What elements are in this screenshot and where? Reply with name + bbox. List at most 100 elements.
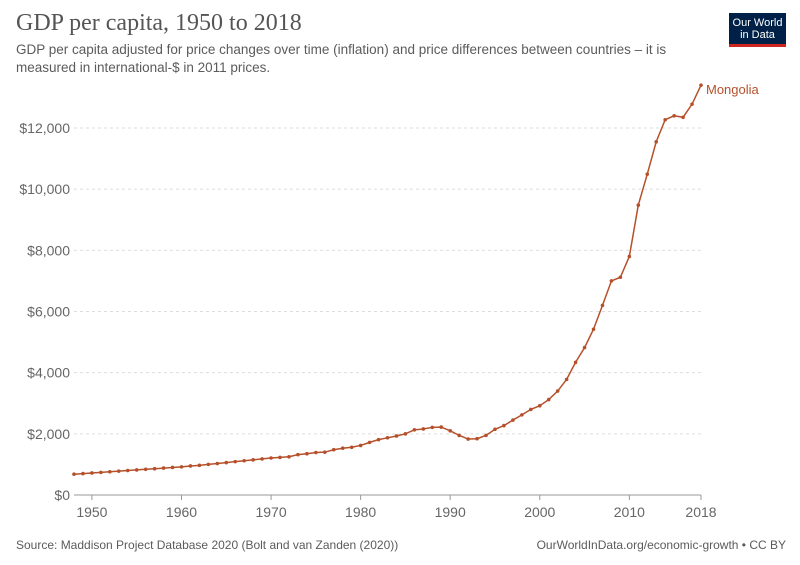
data-point[interactable]: [672, 113, 676, 118]
data-point[interactable]: [439, 425, 444, 429]
data-point[interactable]: [134, 468, 139, 472]
data-point[interactable]: [627, 254, 632, 259]
data-point[interactable]: [493, 427, 497, 432]
data-point[interactable]: [600, 303, 605, 308]
data-point[interactable]: [618, 275, 623, 280]
data-point[interactable]: [233, 459, 238, 464]
x-axis: 1950 1960 1970 1980 1990 2000 2010 2018: [74, 494, 717, 520]
data-point[interactable]: [269, 456, 273, 460]
data-point[interactable]: [636, 203, 641, 207]
data-point[interactable]: [412, 428, 417, 432]
data-point[interactable]: [475, 436, 479, 441]
data-point[interactable]: [72, 472, 76, 477]
data-point[interactable]: [484, 433, 488, 438]
x-tick-label: 1970: [255, 504, 286, 520]
data-point[interactable]: [537, 403, 542, 408]
data-point[interactable]: [690, 102, 694, 106]
y-tick-label: $0: [54, 487, 70, 503]
data-point[interactable]: [520, 413, 524, 417]
data-point[interactable]: [224, 460, 229, 465]
data-point[interactable]: [681, 115, 685, 120]
data-point[interactable]: [287, 454, 291, 459]
data-point[interactable]: [260, 457, 264, 461]
x-tick-label: 2010: [614, 504, 645, 520]
data-point[interactable]: [466, 437, 470, 441]
data-point[interactable]: [502, 423, 506, 428]
data-point[interactable]: [188, 464, 193, 468]
y-tick-label: $4,000: [27, 365, 70, 381]
data-point[interactable]: [197, 463, 202, 468]
data-point[interactable]: [457, 433, 461, 438]
data-point[interactable]: [349, 445, 354, 450]
x-tick-label: 1990: [435, 504, 466, 520]
data-point[interactable]: [394, 434, 399, 438]
data-point[interactable]: [278, 455, 282, 460]
data-point[interactable]: [152, 466, 157, 471]
data-point[interactable]: [529, 407, 533, 412]
data-point[interactable]: [116, 469, 121, 473]
data-point[interactable]: [215, 461, 220, 466]
data-point[interactable]: [546, 397, 551, 402]
logo-line-2: in Data: [740, 29, 775, 41]
x-tick-label: 2018: [685, 504, 716, 520]
data-point[interactable]: [376, 437, 381, 442]
y-tick-label: $12,000: [19, 120, 70, 136]
data-point[interactable]: [340, 446, 345, 451]
data-point[interactable]: [699, 83, 703, 87]
data-point[interactable]: [385, 436, 390, 440]
data-point[interactable]: [99, 470, 103, 475]
data-point[interactable]: [573, 360, 578, 365]
x-tick-label: 1960: [166, 504, 197, 520]
data-point[interactable]: [609, 279, 614, 283]
data-point[interactable]: [125, 468, 130, 473]
data-point[interactable]: [367, 440, 372, 445]
y-tick-label: $6,000: [27, 304, 70, 320]
logo-line-1: Our World: [732, 17, 783, 29]
data-point[interactable]: [251, 458, 255, 462]
data-point[interactable]: [582, 345, 587, 350]
y-tick-label: $2,000: [27, 426, 70, 442]
x-tick-label: 2000: [524, 504, 555, 520]
data-point[interactable]: [421, 427, 426, 431]
x-tick-label: 1980: [345, 504, 376, 520]
y-tick-label: $10,000: [19, 181, 70, 197]
data-point[interactable]: [206, 462, 211, 467]
data-point[interactable]: [358, 443, 363, 448]
data-point[interactable]: [564, 377, 569, 382]
data-point[interactable]: [403, 432, 408, 436]
data-point[interactable]: [448, 428, 453, 433]
data-point[interactable]: [654, 139, 659, 144]
footer-link[interactable]: OurWorldInData.org/economic-growth • CC …: [536, 538, 786, 552]
data-point[interactable]: [555, 389, 560, 393]
data-point[interactable]: [314, 450, 318, 455]
data-point[interactable]: [143, 467, 148, 472]
y-tick-label: $8,000: [27, 242, 70, 258]
gridlines: [74, 127, 701, 435]
chart-subtitle: GDP per capita adjusted for price change…: [16, 42, 667, 75]
data-point[interactable]: [591, 327, 596, 332]
data-point[interactable]: [331, 447, 336, 452]
series-line-mongolia[interactable]: [73, 84, 702, 475]
data-point[interactable]: [81, 471, 85, 476]
data-point[interactable]: [511, 418, 515, 422]
data-point[interactable]: [90, 471, 94, 475]
x-tick-label: 1950: [76, 504, 107, 520]
data-point[interactable]: [161, 466, 166, 470]
data-point[interactable]: [179, 465, 184, 469]
series-label[interactable]: Mongolia: [706, 82, 760, 97]
series-layer[interactable]: Mongolia: [72, 82, 760, 477]
data-point[interactable]: [305, 451, 309, 456]
data-point[interactable]: [296, 452, 300, 457]
data-point[interactable]: [242, 458, 246, 463]
owid-logo[interactable]: Our World in Data: [729, 13, 786, 47]
source-note[interactable]: Source: Maddison Project Database 2020 (…: [16, 538, 399, 552]
data-point[interactable]: [663, 117, 667, 122]
data-point[interactable]: [645, 172, 650, 176]
data-point[interactable]: [430, 425, 435, 430]
data-point[interactable]: [323, 450, 327, 454]
data-point[interactable]: [108, 469, 112, 474]
y-axis: $0 $2,000 $4,000 $6,000 $8,000 $10,000 $12,000: [19, 120, 70, 503]
chart-title: GDP per capita, 1950 to 2018: [16, 10, 302, 36]
data-point[interactable]: [170, 465, 175, 470]
